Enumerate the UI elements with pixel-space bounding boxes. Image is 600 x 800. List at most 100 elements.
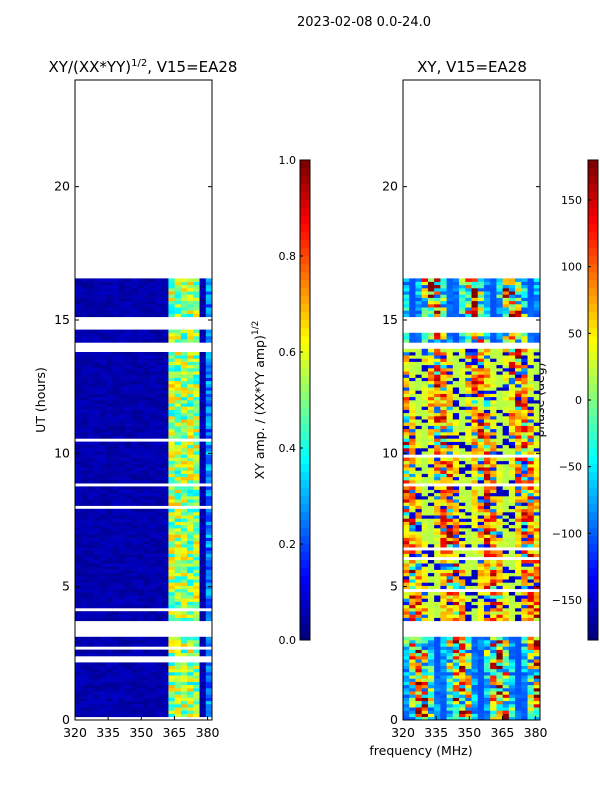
heatmap-cell — [477, 553, 485, 558]
heatmap-cell — [205, 355, 213, 359]
heatmap-cell — [502, 716, 510, 721]
heatmap-cell — [421, 697, 429, 702]
heatmap-cell — [521, 460, 528, 465]
heatmap-cell — [162, 572, 169, 577]
heatmap-cell — [515, 368, 522, 372]
heatmap-cell — [427, 656, 435, 660]
heatmap-cell — [496, 438, 504, 442]
heatmap-cell — [471, 380, 479, 385]
heatmap-cell — [440, 486, 447, 490]
heatmap-cell — [155, 441, 163, 446]
heatmap-cell — [112, 534, 119, 538]
heatmap-cell — [483, 502, 491, 506]
heatmap-cell — [81, 409, 88, 414]
heatmap-cell — [471, 457, 479, 462]
heatmap-cell — [137, 416, 144, 420]
heatmap-cell — [75, 662, 82, 666]
heatmap-cell — [446, 403, 454, 407]
heatmap-cell — [427, 672, 435, 676]
heatmap-cell — [106, 329, 113, 334]
heatmap-cell — [421, 579, 429, 583]
heatmap-cell — [533, 681, 541, 686]
heatmap-cell — [75, 377, 82, 382]
heatmap-cell — [483, 368, 491, 372]
heatmap-cell — [106, 393, 113, 398]
heatmap-cell — [465, 464, 472, 468]
heatmap-cell — [93, 419, 101, 423]
heatmap-cell — [193, 339, 200, 343]
heatmap-cell — [527, 608, 535, 612]
heatmap-cell — [515, 531, 522, 535]
heatmap-cell — [446, 428, 454, 433]
heatmap-cell — [515, 412, 522, 417]
heatmap-cell — [93, 425, 101, 430]
heatmap-cell — [459, 563, 466, 567]
heatmap-cell — [515, 428, 522, 433]
heatmap-cell — [137, 579, 144, 583]
heatmap-cell — [193, 278, 200, 282]
heatmap-cell — [99, 668, 107, 673]
heatmap-cell — [409, 528, 416, 532]
heatmap-cell — [452, 611, 460, 615]
heatmap-cell — [131, 304, 138, 308]
heatmap-cell — [193, 486, 200, 490]
heatmap-cell — [409, 387, 416, 391]
heatmap-cell — [403, 566, 410, 570]
heatmap-cell — [193, 537, 200, 542]
heatmap-cell — [124, 636, 132, 641]
heatmap-cell — [483, 582, 491, 586]
heatmap-cell — [75, 614, 82, 618]
heatmap-cell — [106, 550, 113, 554]
heatmap-cell — [106, 652, 113, 657]
heatmap-cell — [193, 604, 200, 609]
heatmap-cell — [415, 361, 423, 366]
heatmap-cell — [502, 464, 510, 468]
colorbar-segment — [300, 584, 310, 593]
heatmap-cell — [155, 566, 163, 570]
heatmap-cell — [465, 540, 472, 545]
heatmap-cell — [99, 672, 107, 676]
heatmap-cell — [155, 684, 163, 689]
heatmap-cell — [205, 681, 213, 686]
heatmap-cell — [155, 288, 163, 292]
heatmap-cell — [131, 393, 138, 398]
heatmap-cell — [193, 611, 200, 615]
heatmap-cell — [403, 579, 410, 583]
heatmap-cell — [483, 480, 491, 484]
heatmap-cell — [452, 464, 460, 468]
heatmap-cell — [496, 608, 504, 612]
heatmap-cell — [527, 636, 535, 641]
heatmap-cell — [403, 515, 410, 519]
heatmap-cell — [187, 412, 194, 417]
heatmap-cell — [459, 364, 466, 369]
heatmap-cell — [409, 544, 416, 548]
heatmap-cell — [502, 428, 510, 433]
heatmap-cell — [502, 492, 510, 497]
heatmap-cell — [155, 700, 163, 705]
heatmap-cell — [434, 515, 441, 519]
heatmap-cell — [174, 441, 182, 446]
heatmap-cell — [124, 464, 132, 468]
heatmap-cell — [483, 444, 491, 449]
heatmap-cell — [168, 435, 176, 439]
heatmap-cell — [508, 694, 516, 698]
heatmap-cell — [99, 652, 107, 657]
heatmap-cell — [168, 419, 176, 423]
heatmap-cell — [440, 460, 447, 465]
heatmap-cell — [403, 636, 410, 641]
colorbar-tick-label: 1.0 — [279, 154, 297, 167]
colorbar-segment — [300, 160, 310, 169]
heatmap-cell — [421, 569, 429, 574]
heatmap-cell — [496, 643, 504, 647]
heatmap-cell — [409, 572, 416, 577]
heatmap-cell — [508, 659, 516, 663]
heatmap-cell — [174, 336, 182, 340]
heatmap-cell — [93, 473, 101, 478]
heatmap-cell — [471, 470, 479, 474]
heatmap-cell — [477, 585, 485, 590]
heatmap-cell — [99, 585, 107, 590]
heatmap-cell — [496, 713, 504, 718]
heatmap-cell — [193, 521, 200, 526]
heatmap-cell — [465, 473, 472, 478]
heatmap-cell — [527, 393, 535, 398]
